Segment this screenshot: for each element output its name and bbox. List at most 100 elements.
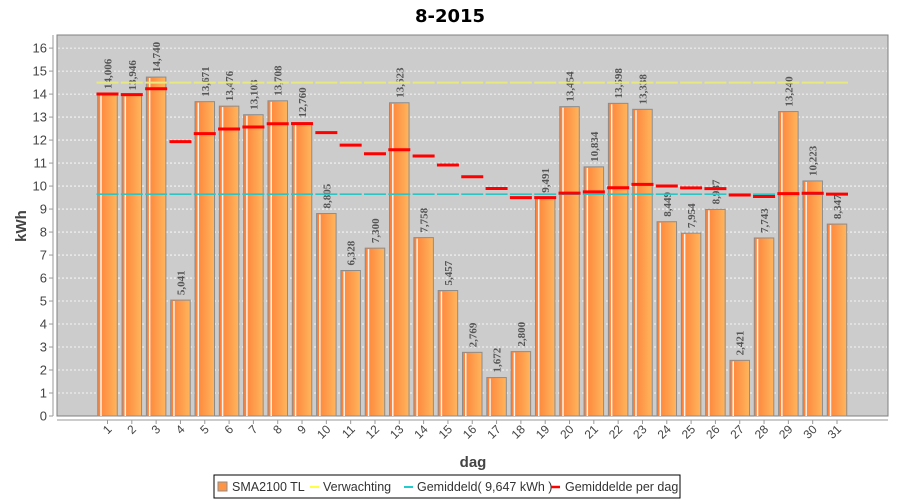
x-tick-label-31: 31	[825, 422, 845, 442]
bar-highlight	[756, 238, 759, 416]
bar-body	[510, 351, 532, 417]
bar-highlight	[270, 101, 272, 416]
bar-day-26	[705, 208, 726, 417]
bar-body	[364, 247, 386, 417]
x-axis-title: dag	[460, 454, 487, 471]
bar-day-24	[656, 221, 678, 417]
y-tick-label-4: 4	[40, 317, 47, 332]
x-tick-label-24: 24	[655, 422, 675, 442]
legend: SMA2100 TL Verwachting Gemiddeld( 9,647 …	[213, 474, 681, 499]
value-label-day-23: 13,338	[637, 74, 649, 105]
bar-highlight	[805, 181, 807, 416]
value-label-day-17: 1,672	[492, 347, 504, 372]
bar-highlight	[367, 249, 370, 416]
value-label-day-11: 6,328	[346, 240, 358, 265]
x-tick-label-18: 18	[509, 422, 529, 442]
x-tick-label-7: 7	[246, 422, 261, 437]
x-tick-label-2: 2	[124, 422, 139, 437]
bar-highlight	[610, 104, 613, 416]
y-tick-label-15: 15	[33, 64, 47, 79]
y-tick-label-13: 13	[33, 110, 47, 125]
bar-highlight	[489, 378, 491, 416]
bar-body	[413, 237, 434, 417]
bar-day-16	[462, 351, 483, 417]
bar-highlight	[537, 198, 540, 416]
bar-highlight	[732, 361, 734, 416]
bar-day-2	[121, 94, 143, 417]
x-tick-label-27: 27	[728, 422, 748, 442]
value-label-day-5: 13,671	[200, 66, 212, 96]
y-tick-label-7: 7	[40, 248, 47, 263]
x-tick-label-9: 9	[295, 422, 310, 437]
bar-day-4	[170, 299, 191, 417]
value-label-day-19: 9,491	[540, 168, 552, 193]
x-tick-label-16: 16	[460, 422, 480, 442]
level-lines	[96, 81, 848, 200]
bar-body	[145, 76, 167, 417]
x-tick-label-11: 11	[339, 422, 358, 441]
x-tick-label-13: 13	[387, 422, 407, 442]
x-tick-label-30: 30	[800, 422, 820, 442]
value-label-day-7: 13,103	[248, 79, 260, 110]
bar-highlight	[781, 112, 783, 416]
bar-body	[632, 108, 653, 417]
value-label-day-21: 10,834	[589, 131, 601, 162]
value-label-day-26: 8,987	[710, 179, 722, 204]
bar-day-18	[510, 351, 532, 417]
bar-highlight	[440, 291, 443, 416]
value-label-day-28: 7,743	[759, 208, 771, 233]
bar-day-20	[559, 106, 580, 417]
y-tick-label-10: 10	[33, 179, 47, 194]
bar-highlight	[148, 78, 151, 416]
value-label-day-31: 8,347	[832, 194, 844, 219]
bar-body	[267, 100, 288, 417]
y-tick-label-2: 2	[40, 363, 47, 378]
y-tick-label-5: 5	[40, 294, 47, 309]
bar-highlight	[416, 238, 418, 416]
bar-day-29	[778, 111, 799, 417]
bar-highlight	[100, 94, 102, 416]
bar-day-19	[534, 197, 556, 417]
bar-body	[218, 105, 240, 417]
value-label-day-29: 13,240	[783, 76, 795, 107]
value-label-day-12: 7,300	[370, 218, 382, 243]
bar-day-12	[364, 247, 386, 417]
y-tick-label-3: 3	[40, 340, 47, 355]
value-label-day-27: 2,421	[735, 331, 747, 356]
bar-highlight	[586, 167, 589, 416]
y-tick-label-11: 11	[34, 156, 48, 171]
value-label-day-25: 7,954	[686, 203, 698, 228]
value-label-day-1: 14,006	[103, 58, 115, 89]
bar-day-17	[486, 377, 507, 417]
x-tick-label-8: 8	[270, 422, 285, 437]
bar-day-21	[583, 166, 605, 417]
bar-day-27	[729, 359, 750, 417]
bar-body	[486, 377, 507, 417]
bar-body	[559, 106, 580, 417]
x-tick-label-21: 21	[582, 422, 602, 442]
value-label-day-16: 2,769	[467, 322, 479, 347]
bar-day-3	[145, 76, 167, 417]
x-tick-label-17: 17	[484, 422, 504, 442]
y-tick-label-8: 8	[40, 225, 47, 240]
bar-body	[316, 213, 337, 417]
value-label-day-20: 13,454	[565, 71, 577, 102]
bar-highlight	[513, 352, 516, 416]
bar-day-23	[632, 108, 653, 417]
bar-body	[170, 299, 191, 417]
value-label-day-15: 5,457	[443, 260, 455, 285]
bar-day-8	[267, 100, 288, 417]
value-label-day-14: 7,758	[419, 207, 431, 232]
value-label-day-3: 14,740	[151, 41, 163, 72]
bar-body	[729, 359, 750, 417]
value-label-day-9: 12,760	[297, 87, 309, 118]
value-label-day-10: 8,805	[321, 183, 333, 208]
bar-body	[462, 351, 483, 417]
bar-body	[194, 101, 216, 417]
bar-highlight	[319, 214, 321, 416]
x-tick-label-15: 15	[436, 422, 456, 442]
x-tick-label-14: 14	[411, 422, 431, 442]
bar-body	[753, 237, 775, 417]
